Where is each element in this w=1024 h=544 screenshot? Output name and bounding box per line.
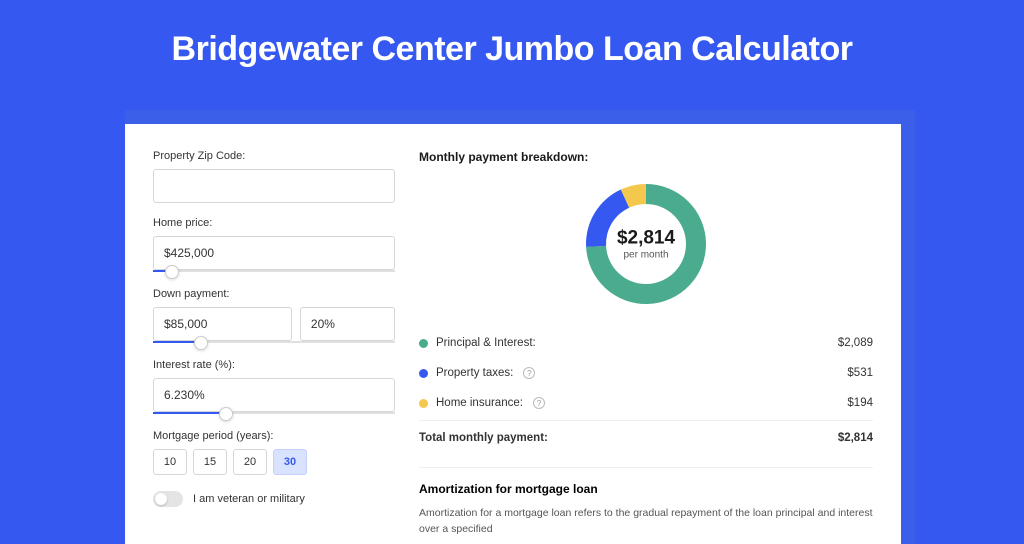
legend-label: Principal & Interest:: [436, 337, 536, 349]
zip-input[interactable]: [153, 169, 395, 203]
veteran-toggle-knob: [155, 493, 167, 505]
home-price-slider-wrap: [153, 236, 395, 270]
home-price-slider-thumb[interactable]: [165, 265, 179, 279]
legend-value: $531: [847, 367, 873, 379]
amortization-block: Amortization for mortgage loan Amortizat…: [419, 467, 873, 538]
interest-rate-label: Interest rate (%):: [153, 359, 395, 371]
breakdown-title: Monthly payment breakdown:: [419, 150, 873, 164]
info-icon[interactable]: ?: [523, 367, 535, 379]
amortization-title: Amortization for mortgage loan: [419, 482, 873, 496]
legend-total-label: Total monthly payment:: [419, 432, 548, 444]
legend-label: Property taxes:: [436, 367, 513, 379]
breakdown-column: Monthly payment breakdown: $2,814 per mo…: [419, 150, 873, 544]
interest-rate-slider-wrap: [153, 378, 395, 412]
legend-dot: [419, 339, 428, 348]
legend-total-value: $2,814: [838, 432, 873, 444]
legend-row: Home insurance:? $194: [419, 388, 873, 418]
period-btn-20[interactable]: 20: [233, 449, 267, 475]
zip-field: Property Zip Code:: [153, 150, 395, 203]
info-icon[interactable]: ?: [533, 397, 545, 409]
down-payment-slider-thumb[interactable]: [194, 336, 208, 350]
period-btn-30[interactable]: 30: [273, 449, 307, 475]
amortization-text: Amortization for a mortgage loan refers …: [419, 506, 873, 538]
veteran-toggle-label: I am veteran or military: [193, 493, 305, 505]
veteran-toggle-row: I am veteran or military: [153, 491, 395, 507]
interest-rate-input[interactable]: [153, 378, 395, 412]
calculator-card-wrap: Property Zip Code: Home price: Down paym…: [125, 110, 915, 544]
down-payment-pct-input[interactable]: [300, 307, 395, 341]
period-button-group: 10152030: [153, 449, 395, 475]
legend-list: Principal & Interest: $2,089 Property taxe…: [419, 328, 873, 418]
mortgage-period-label: Mortgage period (years):: [153, 430, 395, 442]
legend-dot: [419, 369, 428, 378]
interest-rate-slider-fill: [153, 412, 226, 414]
donut-center-value: $2,814: [617, 228, 675, 250]
legend-label: Home insurance:: [436, 397, 523, 409]
legend-value: $2,089: [838, 337, 873, 349]
legend-row: Property taxes:? $531: [419, 358, 873, 388]
mortgage-period-field: Mortgage period (years): 10152030: [153, 430, 395, 475]
down-payment-input[interactable]: [153, 307, 292, 341]
legend-value: $194: [847, 397, 873, 409]
legend-row: Principal & Interest: $2,089: [419, 328, 873, 358]
period-btn-10[interactable]: 10: [153, 449, 187, 475]
home-price-field: Home price:: [153, 217, 395, 270]
donut-chart: $2,814 per month: [419, 180, 873, 308]
zip-label: Property Zip Code:: [153, 150, 395, 162]
home-price-input[interactable]: [153, 236, 395, 270]
page-title: Bridgewater Center Jumbo Loan Calculator: [0, 0, 1024, 87]
down-payment-field: Down payment:: [153, 288, 395, 341]
interest-rate-slider-thumb[interactable]: [219, 407, 233, 421]
donut-center-sub: per month: [617, 250, 675, 261]
down-payment-slider-wrap: [153, 307, 395, 341]
legend-total-row: Total monthly payment: $2,814: [419, 420, 873, 453]
calculator-card: Property Zip Code: Home price: Down paym…: [125, 124, 901, 544]
form-column: Property Zip Code: Home price: Down paym…: [153, 150, 395, 544]
home-price-slider-track[interactable]: [153, 270, 395, 272]
interest-rate-field: Interest rate (%):: [153, 359, 395, 412]
legend-dot: [419, 399, 428, 408]
veteran-toggle[interactable]: [153, 491, 183, 507]
home-price-label: Home price:: [153, 217, 395, 229]
donut-center: $2,814 per month: [617, 228, 675, 261]
period-btn-15[interactable]: 15: [193, 449, 227, 475]
down-payment-label: Down payment:: [153, 288, 395, 300]
